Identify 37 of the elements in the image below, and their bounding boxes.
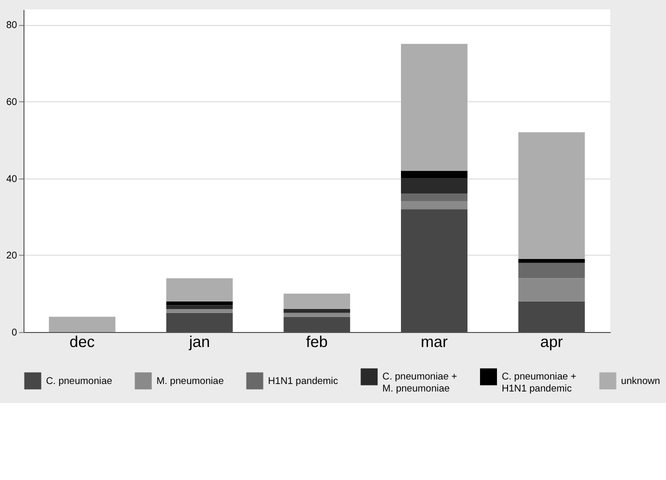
x-tick-label: dec [70,334,95,352]
x-tick-label: apr [540,334,563,352]
bar [166,309,233,313]
y-tick-label: 20 [6,250,18,262]
bar [284,309,350,313]
y-tick-label: 80 [6,20,18,32]
bar [400,170,468,178]
bar [166,312,233,332]
bar [518,259,585,263]
bar [166,305,233,310]
x-tick-label: feb [306,334,328,352]
bar [400,44,468,171]
bar [166,278,233,302]
bar [48,316,116,332]
y-tick-label: 60 [6,96,18,108]
bar [400,209,468,332]
bar [518,301,585,332]
bar [284,316,350,332]
legend-label: unknown [621,376,660,387]
x-tick-label: mar [420,334,448,352]
legend-label: H1N1 pandemic [268,376,338,387]
bar [518,278,585,302]
bar [518,262,585,278]
x-tick-label: jan [188,334,210,352]
bar [166,301,233,306]
legend-label: C. pneumoniae + H1N1 pandemic [502,372,577,394]
legend-label: C. pneumoniae [46,376,112,387]
bar [400,201,468,210]
bar [284,294,350,310]
bar [284,312,350,317]
bar [518,132,585,260]
y-tick-label: 40 [6,174,18,185]
bar [400,194,468,202]
bar [400,178,468,194]
legend-label: M. pneumoniae [156,376,224,387]
legend-label: C. pneumoniae + M. pneumoniae [382,372,458,394]
y-tick-label: 0 [12,327,18,338]
